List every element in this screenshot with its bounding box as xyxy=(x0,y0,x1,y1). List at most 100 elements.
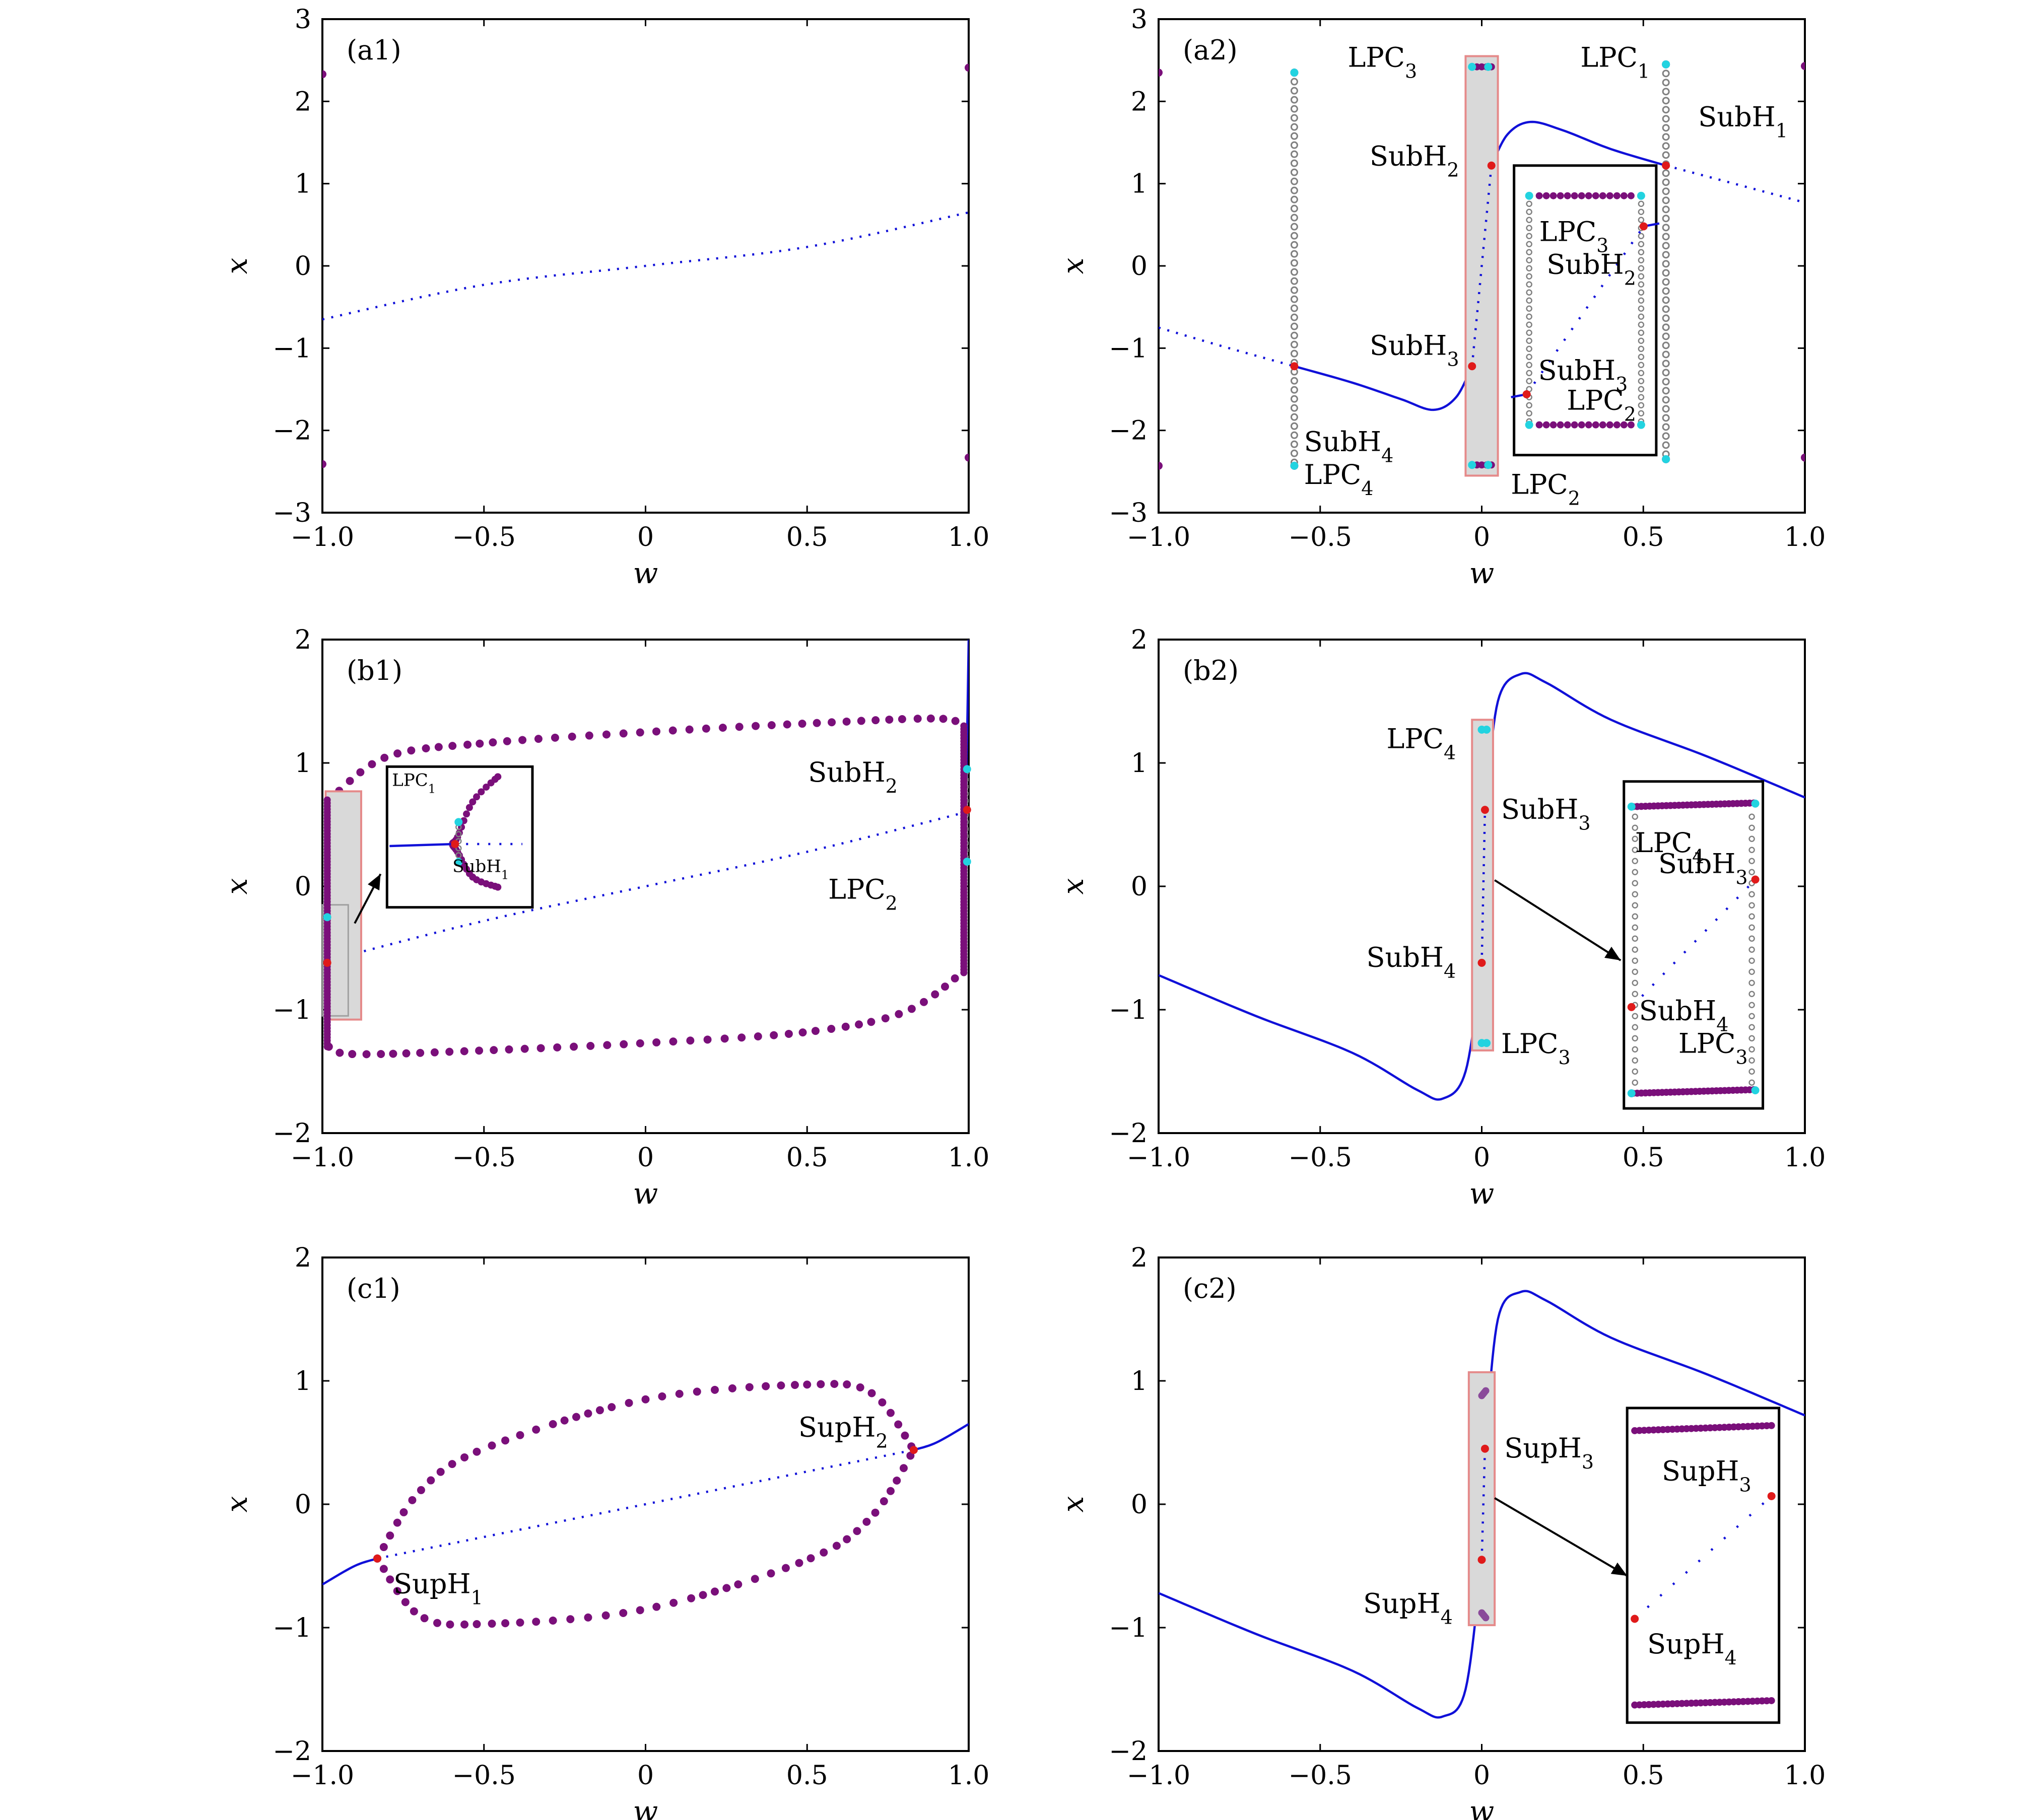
stable-cycle-point xyxy=(346,777,354,785)
inset-unstable-cycle-point xyxy=(1748,991,1755,997)
unstable-cycle-point xyxy=(1662,242,1670,250)
stable-cycle-point xyxy=(393,1587,401,1595)
stable-cycle-point xyxy=(518,736,527,744)
unstable-cycle-point xyxy=(1662,414,1670,422)
stable-cycle-point xyxy=(603,1041,612,1049)
stable-cycle-point xyxy=(675,1389,684,1398)
inset-unstable-cycle-point xyxy=(1632,869,1639,875)
inset-unstable-cycle-point xyxy=(1748,869,1755,875)
annotation-main: SubH xyxy=(1658,848,1735,880)
y-axis-label: x xyxy=(1056,1496,1090,1513)
unstable-cycle-point xyxy=(1290,250,1298,258)
unstable-cycle-point xyxy=(1290,377,1298,385)
unstable-cycle-point xyxy=(1662,69,1670,78)
stable-cycle-point xyxy=(401,1598,410,1606)
unstable-equilibrium-curve xyxy=(328,811,966,962)
inset-unstable-cycle-point xyxy=(1526,273,1532,279)
stable-cycle-point xyxy=(473,1620,481,1629)
annotation-main: LPC xyxy=(1386,723,1444,755)
hopf-point xyxy=(1468,362,1476,371)
x-tick-label: 0.5 xyxy=(1623,1143,1664,1173)
unstable-cycle-point xyxy=(1662,151,1670,159)
x-tick-label: 0.5 xyxy=(1623,522,1664,552)
unstable-cycle-point xyxy=(1290,78,1298,86)
unstable-cycle-point xyxy=(1290,232,1298,240)
inset-unstable-cycle-point xyxy=(1748,1024,1755,1030)
lpc-point xyxy=(454,858,463,866)
annotation-label: SubH2 xyxy=(1546,249,1636,290)
y-tick-label: −3 xyxy=(1109,498,1148,528)
y-axis-label: x xyxy=(220,1496,254,1513)
inset-unstable-cycle-point xyxy=(1638,281,1645,288)
inset-stable-cycle-point xyxy=(1768,1697,1775,1704)
stable-cycle-point xyxy=(686,1036,695,1045)
x-tick-label: −0.5 xyxy=(1289,1761,1352,1791)
stable-cycle-point xyxy=(898,715,906,723)
stable-cycle-point xyxy=(348,1050,357,1059)
annotation-main: LPC xyxy=(1567,385,1624,416)
x-tick-label: −1.0 xyxy=(291,522,354,552)
stable-cycle-point xyxy=(711,1587,719,1596)
stable-cycle-point xyxy=(393,749,402,758)
stable-equilibrium-curve xyxy=(913,1423,969,1451)
unstable-cycle-point xyxy=(1290,277,1298,285)
stable-cycle-point xyxy=(416,1048,425,1057)
annotation-main: SupH xyxy=(1662,1455,1739,1487)
annotation-subscript: 3 xyxy=(1559,1046,1571,1069)
stable-cycle-point xyxy=(420,1614,429,1623)
hopf-point xyxy=(1290,362,1299,371)
stable-cycle-point xyxy=(820,1548,828,1557)
inset-unstable-cycle-point xyxy=(1632,880,1639,886)
inset-stable-cycle-point xyxy=(1557,421,1564,429)
panel-label: (b2) xyxy=(1183,655,1239,686)
inset-unstable-cycle-point xyxy=(1638,386,1645,392)
x-tick-label: 0.5 xyxy=(1623,1761,1664,1791)
inset-box xyxy=(1626,1407,1781,1724)
stable-cycle-point xyxy=(417,1486,425,1494)
stable-cycle-point xyxy=(951,717,960,725)
unstable-cycle-point xyxy=(1290,159,1298,167)
annotation-label: LPC4 xyxy=(1304,459,1374,500)
unstable-cycle-point xyxy=(1290,114,1298,122)
unstable-cycle-point xyxy=(1290,322,1298,330)
stable-cycle-point xyxy=(803,1380,812,1389)
unstable-cycle-point xyxy=(1662,305,1670,313)
inset-unstable-cycle-point xyxy=(1526,257,1532,263)
x-axis-label: w xyxy=(1469,1794,1495,1820)
stable-cycle-point xyxy=(377,1050,385,1059)
inset-unstable-cycle-point xyxy=(1632,891,1639,897)
inset-stable-cycle-point xyxy=(1578,192,1585,199)
inset-unstable-cycle-point xyxy=(1526,249,1532,255)
x-tick-label: 1.0 xyxy=(948,1761,990,1791)
inset-unstable-cycle-point xyxy=(1632,968,1639,975)
lpc-point xyxy=(1662,60,1670,68)
stable-equilibrium-curve xyxy=(1483,672,1805,810)
inset-stable-cycle-point xyxy=(1768,1422,1775,1429)
stable-cycle-point xyxy=(828,718,836,727)
unstable-cycle-point xyxy=(1290,141,1298,149)
panel-b2: −1.0 −0.5 0 0.5 1.0−2−1012wx(b2)LPC4SubH3Sub… xyxy=(1056,625,1826,1211)
unstable-cycle-point xyxy=(1290,214,1298,222)
hopf-point xyxy=(1477,1556,1486,1564)
stable-cycle-point xyxy=(410,1607,418,1616)
stable-cycle-point xyxy=(722,1584,731,1592)
annotation-main: SupH xyxy=(798,1411,875,1443)
stable-cycle-point xyxy=(595,1406,604,1415)
stable-cycle-point xyxy=(1482,1387,1490,1394)
stable-cycle-point xyxy=(894,1420,903,1429)
stable-cycle-point xyxy=(939,715,948,723)
highlight-box xyxy=(1471,719,1494,1052)
hopf-point xyxy=(1639,222,1648,231)
unstable-equilibrium-curve xyxy=(322,211,969,321)
annotation-label: SupH2 xyxy=(798,1411,888,1452)
stable-cycle-point xyxy=(767,721,776,729)
x-axis-label: w xyxy=(633,1176,658,1211)
hopf-point xyxy=(1477,958,1486,967)
x-axis-label: w xyxy=(633,1794,658,1820)
stable-cycle-point xyxy=(446,1620,454,1629)
inset-unstable-cycle-point xyxy=(1638,345,1645,352)
inset-unstable-cycle-point xyxy=(1748,1046,1755,1053)
y-tick-label: −1 xyxy=(273,995,311,1025)
inset-unstable-cycle-point xyxy=(1748,1013,1755,1019)
unstable-cycle-point xyxy=(1662,341,1670,349)
